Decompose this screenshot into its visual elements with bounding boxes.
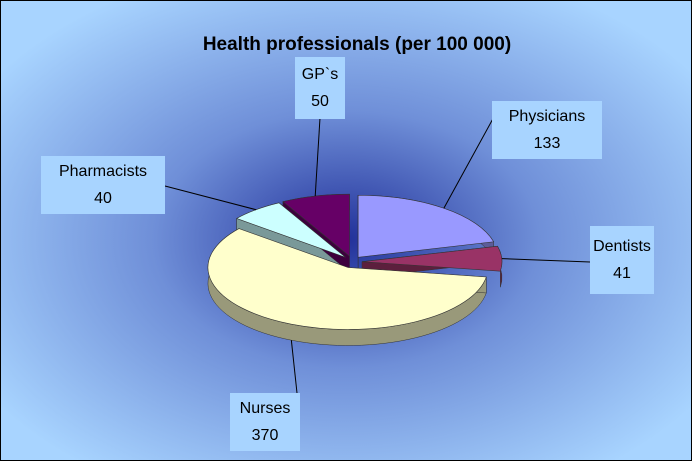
slice [357,194,495,258]
value-label: 40 [94,190,112,207]
category-label: GP`s [302,66,338,83]
labels: Physicians 133 Dentists 41 Nurses 370 Pharmaci… [41,57,654,451]
leader-line [290,340,298,394]
leader-line [501,258,591,263]
leader-line [443,114,496,209]
label-box [230,393,300,451]
label-box [41,156,165,214]
label-box [590,226,654,294]
leader-line [164,185,257,211]
label-box [295,57,345,119]
slice-tops [207,193,503,330]
slice [207,228,487,330]
category-label: Physicians [509,108,585,125]
slice [361,245,503,272]
value-label: 370 [252,427,279,444]
leader-line [314,117,321,197]
label-box [492,101,602,159]
category-label: Dentists [593,238,651,255]
value-label: 133 [534,135,561,152]
category-label: Pharmacists [59,163,147,180]
chart-title: Health professionals (per 100 000) [203,34,511,55]
slice [235,202,346,258]
category-label: Nurses [240,400,291,417]
value-label: 50 [311,93,329,110]
value-label: 41 [613,265,631,282]
